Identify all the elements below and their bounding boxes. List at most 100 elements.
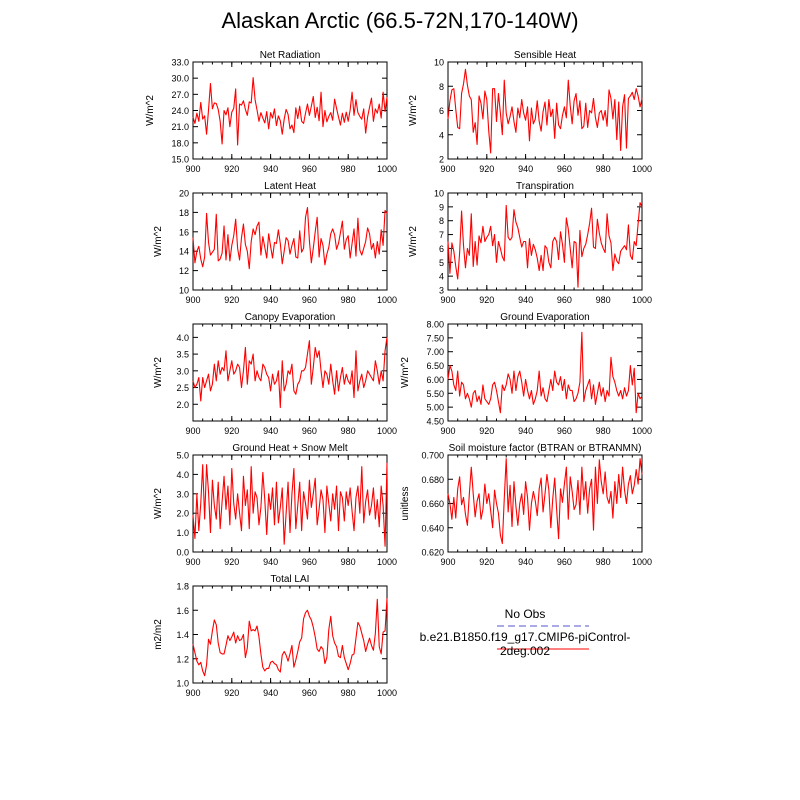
- y-axis-label: W/m^2: [408, 226, 419, 257]
- plot-frame: [192, 192, 388, 291]
- x-tick-label: 900: [440, 426, 455, 436]
- x-tick-label: 1000: [632, 557, 652, 567]
- x-tick-label: 940: [518, 557, 533, 567]
- panel-title: Total LAI: [271, 574, 310, 585]
- x-tick-label: 900: [185, 295, 200, 305]
- series-line: [192, 207, 388, 270]
- legend-obs-label: No Obs: [504, 607, 546, 621]
- y-tick-label: 30.0: [171, 74, 189, 84]
- panel-1: Sensible Heat 900 920 940 960 980 1000 2 4 6 8 10 W/…: [408, 50, 652, 174]
- y-tick-label: 2.0: [176, 400, 189, 410]
- y-tick-label: 18.0: [171, 138, 189, 148]
- y-tick-label: 4: [439, 130, 444, 140]
- y-tick-label: 10: [434, 58, 444, 68]
- y-tick-label: 12: [179, 266, 189, 276]
- x-tick-label: 980: [341, 557, 356, 567]
- panel-title: Ground Heat + Snow Melt: [232, 443, 348, 454]
- y-tick-label: 6: [439, 244, 444, 254]
- panel-title: Soil moisture factor (BTRAN or BTRANMN): [449, 443, 642, 454]
- x-tick-label: 1000: [377, 426, 397, 436]
- y-tick-label: 6.50: [426, 361, 444, 371]
- x-tick-label: 960: [302, 426, 317, 436]
- panel-0: Net Radiation 900 920 940 960 980 1000 15.0 18.0…: [145, 50, 397, 174]
- panel-title: Latent Heat: [264, 181, 316, 192]
- y-tick-label: 3.0: [176, 366, 189, 376]
- panel-title: Transpiration: [516, 181, 574, 192]
- y-tick-label: 8: [439, 216, 444, 226]
- y-tick-label: 1.8: [176, 582, 189, 592]
- y-tick-label: 5.50: [426, 389, 444, 399]
- panel-2: Latent Heat 900 920 940 960 980 1000 10 12 14 16 18…: [153, 181, 397, 305]
- x-tick-label: 920: [224, 688, 239, 698]
- x-tick-label: 920: [224, 295, 239, 305]
- x-tick-label: 960: [302, 164, 317, 174]
- y-axis-label: m2/m2: [153, 619, 164, 650]
- x-tick-label: 960: [302, 688, 317, 698]
- x-tick-label: 920: [224, 557, 239, 567]
- series-line: [447, 331, 643, 414]
- y-tick-label: 27.0: [171, 90, 189, 100]
- y-tick-label: 5: [439, 258, 444, 268]
- x-tick-label: 1000: [632, 164, 652, 174]
- x-tick-label: 980: [596, 426, 611, 436]
- x-tick-label: 900: [185, 557, 200, 567]
- x-tick-label: 980: [341, 295, 356, 305]
- panel-title: Ground Evaporation: [500, 312, 590, 323]
- x-tick-label: 960: [557, 164, 572, 174]
- y-tick-label: 0.680: [421, 475, 444, 485]
- x-tick-label: 940: [518, 164, 533, 174]
- x-tick-label: 1000: [632, 426, 652, 436]
- y-tick-label: 18: [179, 208, 189, 218]
- y-axis-label: W/m^2: [145, 95, 156, 126]
- x-tick-label: 920: [479, 557, 494, 567]
- x-tick-label: 900: [440, 295, 455, 305]
- x-tick-label: 980: [596, 164, 611, 174]
- y-tick-label: 21.0: [171, 122, 189, 132]
- x-tick-label: 980: [341, 426, 356, 436]
- y-tick-label: 4.0: [176, 470, 189, 480]
- x-tick-label: 920: [479, 164, 494, 174]
- y-tick-label: 4.0: [176, 333, 189, 343]
- series-line: [192, 462, 388, 547]
- y-tick-label: 0.620: [421, 548, 444, 558]
- y-axis-label: W/m^2: [153, 226, 164, 257]
- y-tick-label: 2.0: [176, 509, 189, 519]
- x-tick-label: 940: [263, 688, 278, 698]
- y-tick-label: 2: [439, 155, 444, 165]
- y-tick-label: 1.4: [176, 630, 189, 640]
- x-tick-label: 920: [479, 295, 494, 305]
- y-tick-label: 20: [179, 189, 189, 199]
- y-tick-label: 0.660: [421, 499, 444, 509]
- x-tick-label: 980: [596, 295, 611, 305]
- x-tick-label: 1000: [377, 688, 397, 698]
- y-tick-label: 0.700: [421, 451, 444, 461]
- y-tick-label: 33.0: [171, 58, 189, 68]
- y-tick-label: 1.0: [176, 528, 189, 538]
- x-tick-label: 900: [440, 164, 455, 174]
- y-tick-label: 5.0: [176, 451, 189, 461]
- y-axis-label: unitless: [400, 487, 411, 521]
- y-tick-label: 7.00: [426, 347, 444, 357]
- y-axis-label: W/m^2: [400, 357, 411, 388]
- y-tick-label: 14: [179, 247, 189, 257]
- x-tick-label: 980: [596, 557, 611, 567]
- series-line: [192, 598, 388, 677]
- x-tick-label: 1000: [377, 164, 397, 174]
- y-axis-label: W/m^2: [408, 95, 419, 126]
- x-tick-label: 940: [518, 295, 533, 305]
- y-tick-label: 9: [439, 202, 444, 212]
- x-tick-label: 900: [185, 164, 200, 174]
- y-tick-label: 4: [439, 272, 444, 282]
- series-line: [447, 202, 643, 288]
- y-tick-label: 8.00: [426, 320, 444, 330]
- x-tick-label: 940: [263, 557, 278, 567]
- x-tick-label: 940: [263, 164, 278, 174]
- y-tick-label: 1.0: [176, 679, 189, 689]
- series-line: [192, 337, 388, 409]
- x-tick-label: 960: [557, 295, 572, 305]
- x-tick-label: 1000: [377, 295, 397, 305]
- y-tick-label: 5.00: [426, 403, 444, 413]
- y-tick-label: 6.00: [426, 375, 444, 385]
- x-tick-label: 1000: [632, 295, 652, 305]
- y-tick-label: 15.0: [171, 155, 189, 165]
